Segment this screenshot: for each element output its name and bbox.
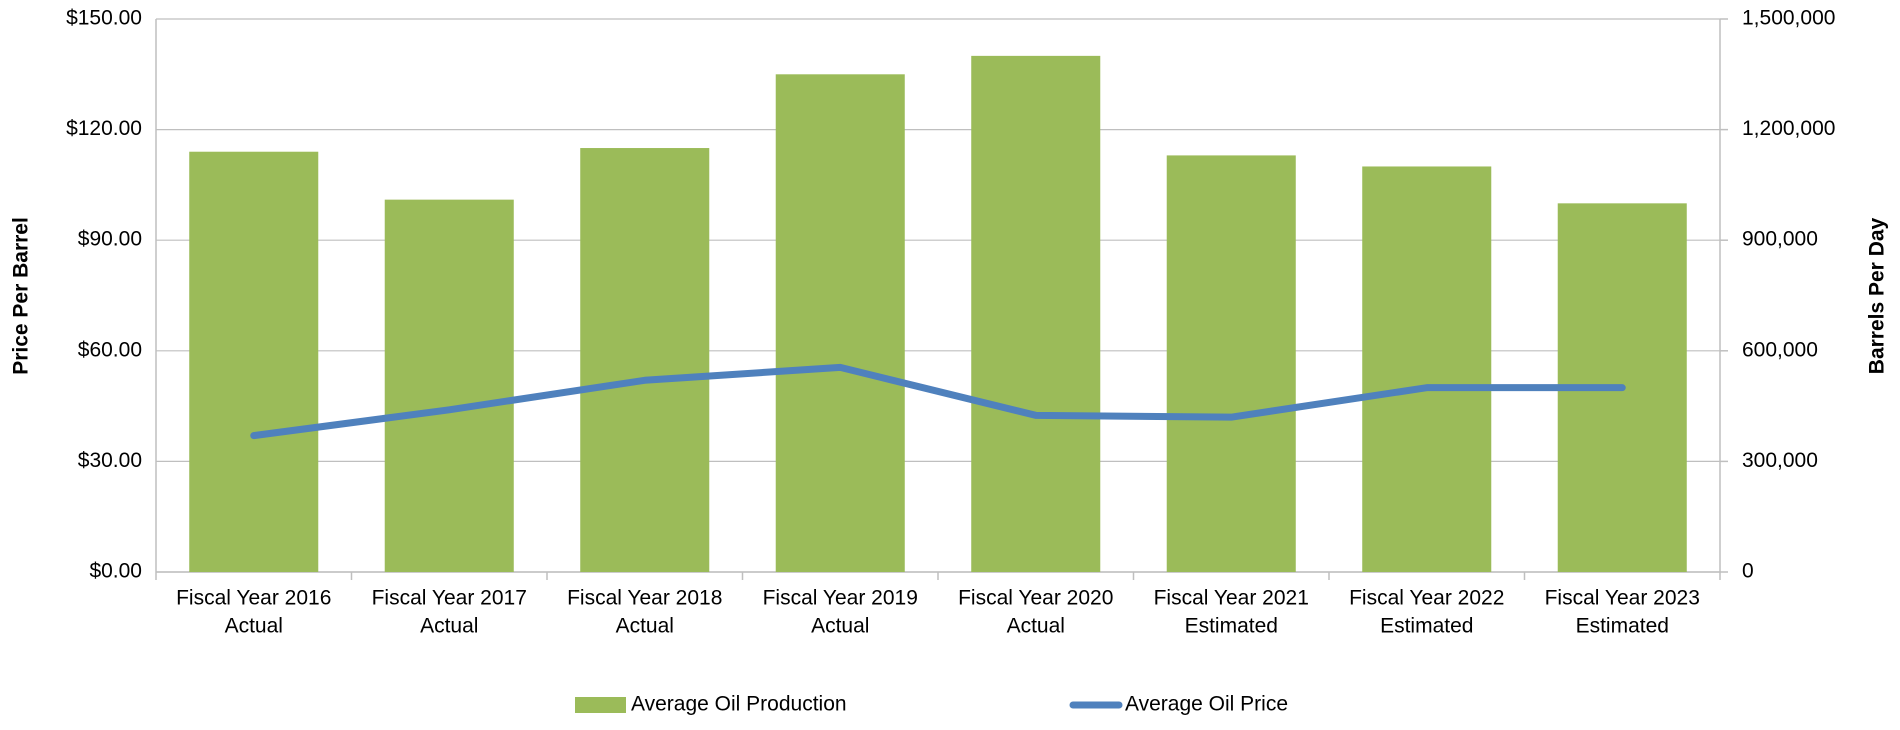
y2-tick-label: 300,000 [1742,449,1818,472]
y-tick-label: $90.00 [78,228,142,251]
bar [1166,155,1296,572]
x-tick-label: Actual [811,615,869,638]
y2-tick-label: 900,000 [1742,228,1818,251]
y2-tick-label: 0 [1742,560,1754,583]
y2-tick-label: 1,500,000 [1742,7,1835,30]
y-tick-label: $60.00 [78,338,142,361]
x-tick-label: Fiscal Year 2018 [567,587,722,610]
x-tick-label: Actual [225,615,283,638]
x-tick-label: Actual [616,615,674,638]
y-tick-label: $30.00 [78,449,142,472]
legend-label: Average Oil Price [1125,693,1288,716]
bar [189,151,319,572]
x-tick-label: Estimated [1380,615,1473,638]
x-tick-label: Fiscal Year 2017 [372,587,527,610]
bar [971,55,1101,573]
x-tick-label: Fiscal Year 2020 [958,587,1113,610]
x-tick-label: Estimated [1185,615,1278,638]
x-tick-label: Actual [1007,615,1065,638]
y2-tick-label: 1,200,000 [1742,117,1835,140]
y-tick-label: $150.00 [66,7,142,30]
x-tick-label: Fiscal Year 2019 [763,587,918,610]
x-tick-label: Fiscal Year 2021 [1154,587,1309,610]
legend-swatch [575,697,626,713]
x-tick-label: Fiscal Year 2016 [176,587,331,610]
bar [580,148,710,573]
legend-label: Average Oil Production [631,693,847,716]
y2-tick-label: 600,000 [1742,338,1818,361]
bar [1362,166,1492,572]
y2-axis-title: Barrels Per Day [1866,217,1889,374]
x-tick-label: Fiscal Year 2022 [1349,587,1504,610]
x-tick-label: Actual [420,615,478,638]
y-tick-label: $120.00 [66,117,142,140]
x-tick-label: Estimated [1576,615,1669,638]
y-axis-title: Price Per Barrel [10,217,33,375]
line [250,363,1626,440]
y-tick-label: $0.00 [89,560,142,583]
bar [775,74,905,573]
x-tick-label: Fiscal Year 2023 [1545,587,1700,610]
bar [384,199,514,572]
